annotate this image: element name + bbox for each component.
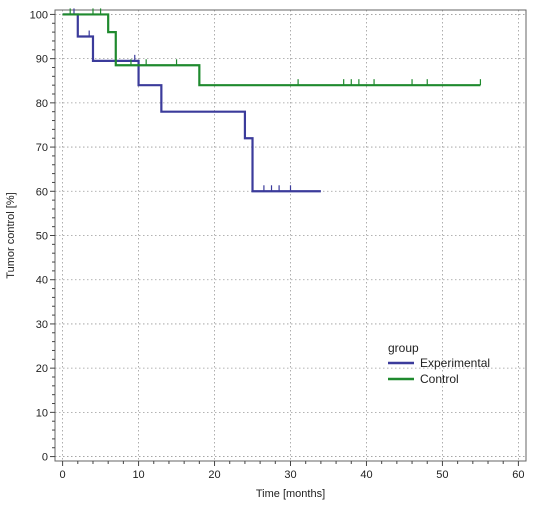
x-tick-label: 0 — [60, 469, 66, 481]
x-tick-label: 40 — [360, 469, 372, 481]
legend-label-control: Control — [420, 372, 459, 386]
y-tick-label: 10 — [36, 407, 48, 419]
y-tick-label: 0 — [42, 452, 48, 464]
legend-label-experimental: Experimental — [420, 356, 490, 370]
y-tick-label: 80 — [36, 98, 48, 110]
grid — [55, 10, 526, 461]
y-tick-label: 60 — [36, 186, 48, 198]
series — [62, 8, 482, 193]
y-axis-title: Tumor control [%] — [5, 192, 17, 278]
legend-title: group — [388, 341, 419, 355]
y-tick-label: 30 — [36, 319, 48, 331]
x-axis-title: Time [months] — [256, 488, 325, 500]
y-tick-label: 90 — [36, 54, 48, 66]
y-tick-label: 20 — [36, 363, 48, 375]
x-tick-label: 20 — [208, 469, 220, 481]
x-tick-label: 60 — [512, 469, 524, 481]
axes: 0 10 20 30 40 50 60 0 10 20 30 40 50 60 70 80 90 100 — [30, 9, 525, 481]
y-tick-label: 100 — [30, 9, 48, 21]
legend: group Experimental Control — [388, 341, 490, 386]
y-tick-label: 70 — [36, 142, 48, 154]
x-tick-label: 10 — [132, 469, 144, 481]
series-line-control — [62, 13, 481, 87]
x-tick-label: 50 — [436, 469, 448, 481]
y-tick-label: 50 — [36, 231, 48, 243]
x-tick-label: 30 — [284, 469, 296, 481]
y-tick-label: 40 — [36, 275, 48, 287]
series-line-experimental — [62, 13, 321, 193]
